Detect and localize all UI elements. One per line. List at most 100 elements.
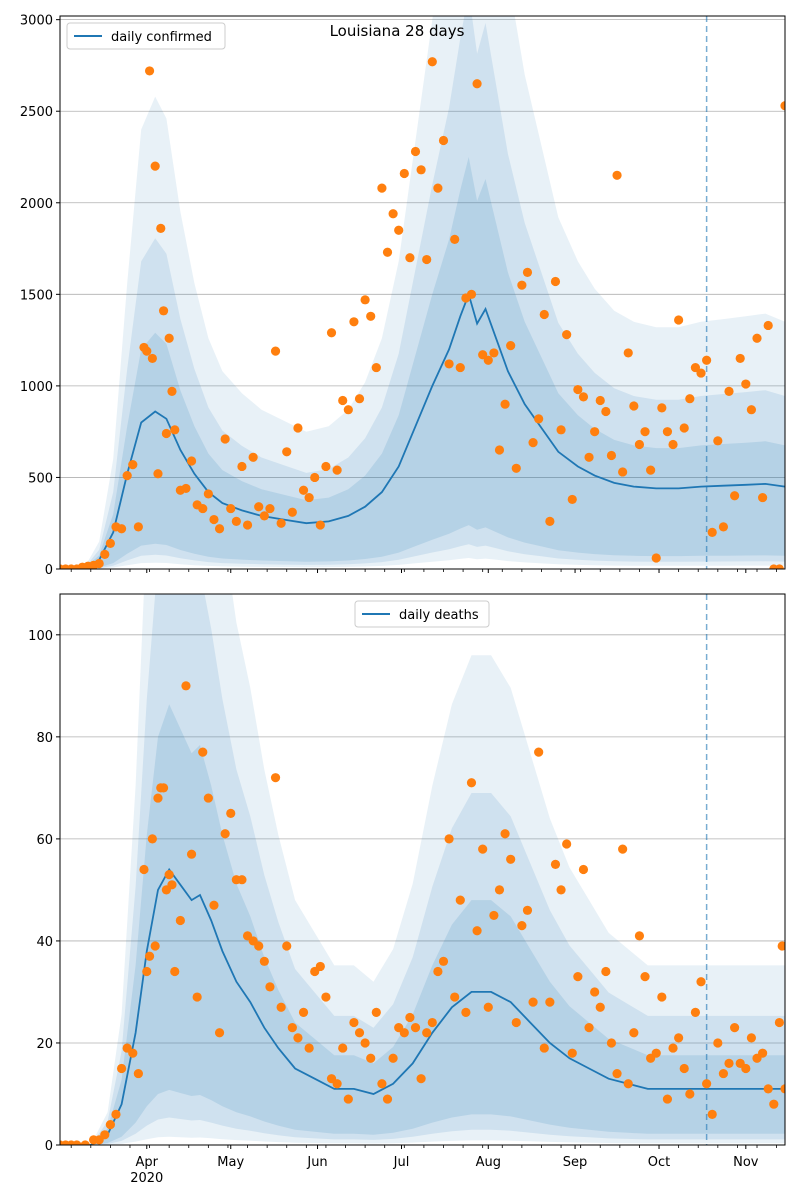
data-point-56 xyxy=(338,395,348,406)
data-point-92 xyxy=(545,997,555,1007)
data-point-89 xyxy=(528,997,538,1007)
data-point-103 xyxy=(606,1038,617,1048)
data-point-20 xyxy=(153,469,163,479)
data-point-60 xyxy=(366,1053,376,1063)
data-point-15 xyxy=(142,966,152,977)
data-point-32 xyxy=(209,900,219,910)
data-point-98 xyxy=(578,864,589,875)
data-point-29 xyxy=(186,456,197,466)
y-tick-label-6: 3000 xyxy=(20,14,53,29)
y-tick-label-5: 2500 xyxy=(20,105,53,120)
data-point-114 xyxy=(668,1043,678,1053)
data-point-44 xyxy=(270,346,281,356)
data-point-132 xyxy=(769,1099,779,1109)
x-tick-label-0: Apr xyxy=(136,1155,159,1170)
x-tick-label-7: Nov xyxy=(733,1155,759,1170)
data-point-85 xyxy=(500,399,510,409)
data-point-47 xyxy=(293,1033,303,1043)
data-point-33 xyxy=(209,514,219,525)
data-point-63 xyxy=(377,183,387,193)
data-point-115 xyxy=(674,1033,684,1043)
data-point-50 xyxy=(304,492,314,503)
data-point-31 xyxy=(198,503,208,514)
data-point-32 xyxy=(203,489,213,499)
data-point-114 xyxy=(662,427,673,437)
data-point-41 xyxy=(259,956,269,966)
data-point-21 xyxy=(156,223,166,234)
y-tick-label-3: 60 xyxy=(36,833,53,848)
data-point-91 xyxy=(534,414,544,424)
data-point-100 xyxy=(584,452,594,462)
data-point-109 xyxy=(640,972,650,982)
data-point-94 xyxy=(556,885,566,895)
data-point-7 xyxy=(100,1130,110,1140)
data-point-61 xyxy=(371,1007,381,1017)
data-point-37 xyxy=(231,516,241,526)
data-point-111 xyxy=(646,465,656,475)
data-point-78 xyxy=(466,778,477,788)
data-point-108 xyxy=(634,931,645,941)
data-point-72 xyxy=(433,966,443,977)
data-point-49 xyxy=(298,485,309,495)
data-point-67 xyxy=(399,168,409,179)
data-point-126 xyxy=(730,491,740,501)
y-tick-label-1: 500 xyxy=(28,471,53,486)
data-point-95 xyxy=(556,425,566,435)
chart-daily-confirmed: 0 500 1000 1500 2000 2500 3000 daily confirmed xyxy=(20,14,786,578)
data-point-54 xyxy=(332,1079,342,1089)
data-point-58 xyxy=(349,317,359,327)
data-point-64 xyxy=(388,1053,398,1063)
data-point-107 xyxy=(629,1028,639,1038)
data-point-116 xyxy=(674,315,684,325)
data-point-10 xyxy=(116,1063,127,1074)
data-point-38 xyxy=(237,461,247,472)
data-point-71 xyxy=(427,1017,437,1028)
data-point-25 xyxy=(170,966,180,977)
data-point-86 xyxy=(506,341,516,351)
data-point-105 xyxy=(618,844,628,854)
data-point-112 xyxy=(651,553,661,563)
data-point-16 xyxy=(142,346,152,356)
data-point-39 xyxy=(242,520,253,530)
data-point-122 xyxy=(713,1038,723,1048)
data-point-57 xyxy=(349,1017,359,1028)
data-point-90 xyxy=(528,438,538,448)
data-point-133 xyxy=(774,1017,785,1028)
data-point-76 xyxy=(455,895,465,905)
data-point-62 xyxy=(371,362,381,373)
data-point-81 xyxy=(483,1002,493,1012)
data-point-118 xyxy=(690,1007,701,1017)
data-point-73 xyxy=(438,956,449,966)
data-point-26 xyxy=(175,915,185,926)
x-tick-label-3: Jul xyxy=(393,1155,410,1170)
data-point-132 xyxy=(763,320,773,331)
data-point-13 xyxy=(128,460,138,470)
data-point-79 xyxy=(472,926,482,936)
data-point-101 xyxy=(590,427,600,437)
data-point-40 xyxy=(248,452,258,462)
data-point-104 xyxy=(612,1068,622,1079)
data-point-113 xyxy=(662,1094,673,1104)
data-point-9 xyxy=(111,1109,121,1119)
data-point-47 xyxy=(287,507,297,517)
data-point-75 xyxy=(450,992,460,1002)
data-point-19 xyxy=(150,161,160,171)
data-point-74 xyxy=(444,834,454,844)
data-point-112 xyxy=(657,992,667,1002)
data-point-31 xyxy=(203,793,213,803)
data-point-97 xyxy=(573,972,583,982)
data-point-131 xyxy=(763,1084,773,1094)
data-point-26 xyxy=(170,425,180,435)
data-point-127 xyxy=(741,1063,751,1074)
data-point-88 xyxy=(522,905,533,915)
data-point-135 xyxy=(780,101,785,111)
data-point-79 xyxy=(466,289,477,299)
data-point-100 xyxy=(590,987,600,997)
data-point-93 xyxy=(550,859,561,869)
data-point-37 xyxy=(237,875,247,885)
data-point-115 xyxy=(668,439,678,450)
data-point-83 xyxy=(489,348,499,358)
data-point-25 xyxy=(167,386,177,396)
